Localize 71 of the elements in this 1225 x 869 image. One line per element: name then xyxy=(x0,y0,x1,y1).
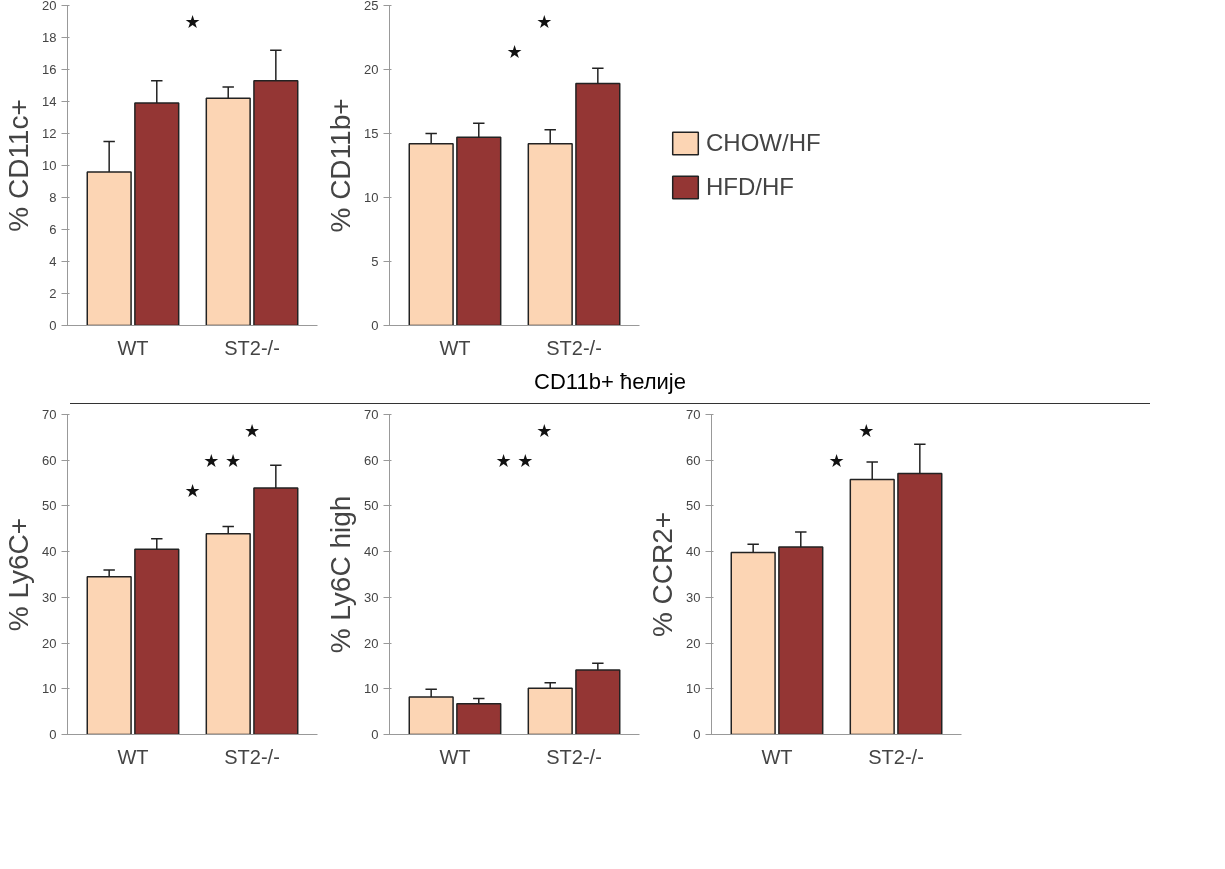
y-tick-label: 70 xyxy=(364,407,379,423)
annotation: ★ xyxy=(858,419,875,441)
x-tick-label: ST2-/- xyxy=(224,336,280,359)
legend-label: HFD/HF xyxy=(706,173,794,201)
x-tick-label: WT xyxy=(117,745,149,768)
y-tick-label: 6 xyxy=(49,222,57,237)
y-tick-label: 10 xyxy=(42,158,57,173)
y-tick-label: 8 xyxy=(49,190,57,205)
y-tick-label: 0 xyxy=(693,727,701,743)
y-tick-label: 50 xyxy=(686,498,701,514)
y-tick-label: 30 xyxy=(686,590,701,606)
y-axis-title: % CD11c+ xyxy=(3,99,35,232)
y-axis-title: % Ly6C high xyxy=(325,496,357,654)
y-tick-label: 50 xyxy=(42,498,57,514)
y-tick-label: 70 xyxy=(686,407,701,423)
y-tick-label: 50 xyxy=(364,498,379,514)
y-tick-label: 40 xyxy=(364,544,379,560)
y-axis-title: % CD11b+ xyxy=(325,98,357,233)
x-tick-label: ST2-/- xyxy=(546,745,602,768)
y-tick-label: 20 xyxy=(364,62,379,77)
x-tick-label: ST2-/- xyxy=(868,745,924,768)
y-tick-label: 0 xyxy=(371,318,379,333)
y-tick-label: 70 xyxy=(42,407,57,423)
annotation: ★ ★ xyxy=(495,449,534,471)
y-tick-label: 60 xyxy=(42,453,57,469)
x-tick-label: WT xyxy=(117,336,149,359)
y-tick-label: 0 xyxy=(49,318,57,333)
y-tick-label: 40 xyxy=(686,544,701,560)
y-tick-label: 5 xyxy=(371,254,379,269)
x-tick-label: WT xyxy=(439,745,471,768)
y-axis-title: % Ly6C+ xyxy=(3,518,35,632)
bar xyxy=(527,688,573,735)
annotation: ★ xyxy=(184,479,201,501)
y-tick-label: 15 xyxy=(364,126,379,141)
y-tick-label: 2 xyxy=(49,286,57,301)
annotation: ★ xyxy=(536,419,553,441)
y-tick-label: 18 xyxy=(42,30,57,45)
bar xyxy=(456,703,502,735)
y-tick-label: 20 xyxy=(42,0,57,13)
legend-label: CHOW/HF xyxy=(706,129,821,157)
y-tick-label: 10 xyxy=(686,681,701,697)
y-tick-label: 25 xyxy=(364,0,379,13)
x-tick-label: ST2-/- xyxy=(224,745,280,768)
y-tick-label: 20 xyxy=(686,635,701,651)
annotation: ★ xyxy=(184,10,201,32)
y-axis-title: % CCR2+ xyxy=(647,512,679,638)
y-tick-label: 20 xyxy=(42,635,57,651)
annotation: ★ ★ xyxy=(203,449,242,471)
text: CD11b+ ћелије xyxy=(534,368,686,396)
x-tick-label: ST2-/- xyxy=(546,336,602,359)
y-tick-label: 14 xyxy=(42,94,57,109)
annotation: ★ xyxy=(536,10,553,32)
y-tick-label: 60 xyxy=(364,453,379,469)
annotation: ★ xyxy=(243,419,261,441)
y-tick-label: 0 xyxy=(49,727,57,743)
y-tick-label: 30 xyxy=(364,590,379,606)
x-tick-label: WT xyxy=(439,336,471,359)
annotation: ★ xyxy=(506,40,523,62)
y-tick-label: 20 xyxy=(364,635,379,651)
y-tick-label: 12 xyxy=(42,126,57,141)
annotation: ★ xyxy=(828,449,845,471)
y-tick-label: 40 xyxy=(42,544,57,560)
x-tick-label: WT xyxy=(761,745,793,768)
y-tick-label: 0 xyxy=(371,727,379,743)
y-tick-label: 10 xyxy=(364,190,379,205)
y-tick-label: 4 xyxy=(49,254,57,269)
y-tick-label: 30 xyxy=(42,590,57,606)
y-tick-label: 16 xyxy=(42,62,57,77)
y-tick-label: 10 xyxy=(364,681,379,697)
y-tick-label: 60 xyxy=(686,453,701,469)
y-tick-label: 10 xyxy=(42,681,57,697)
